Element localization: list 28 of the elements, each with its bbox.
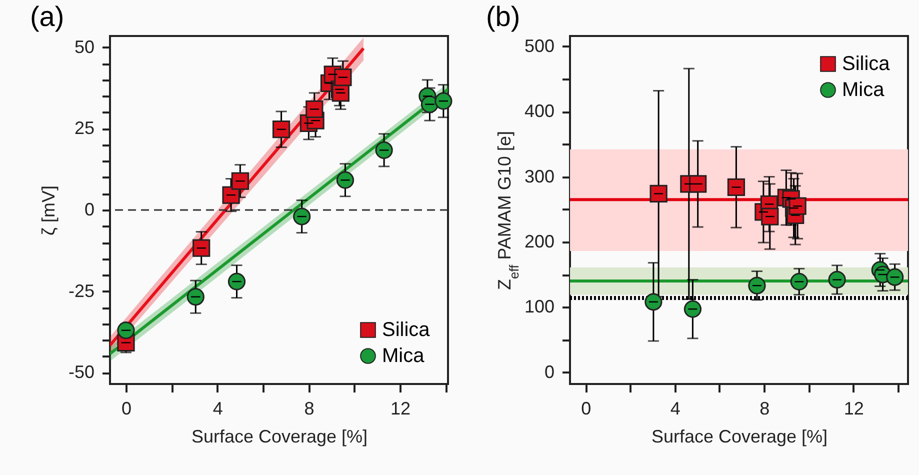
- x-tick-label: 4: [212, 398, 223, 418]
- chart-title: (a): [30, 1, 64, 32]
- legend-label: Mica: [382, 345, 426, 367]
- legend-label: Silica: [382, 319, 431, 341]
- x-axis-title: Surface Coverage [%]: [651, 426, 828, 446]
- x-tick-label: 4: [670, 398, 680, 418]
- y-tick-label: 100: [524, 296, 554, 317]
- x-tick-label: 0: [121, 398, 132, 418]
- x-axis-title: Surface Coverage [%]: [191, 426, 368, 446]
- x-tick-label: 12: [390, 398, 411, 418]
- legend-label: Silica: [842, 53, 891, 75]
- y-tick-label: 0: [544, 362, 554, 382]
- y-axis-title: ζ [mV]: [38, 186, 58, 236]
- y-tick-label: 25: [74, 118, 94, 138]
- y-tick-label: 500: [524, 36, 554, 56]
- y-tick-label: 0: [84, 200, 94, 220]
- x-tick-label: 8: [760, 398, 770, 418]
- y-tick-label: 50: [74, 36, 94, 57]
- y-tick-label: -50: [68, 362, 94, 382]
- y-tick-label: 400: [524, 101, 554, 122]
- y-tick-label: -25: [68, 280, 94, 301]
- chart-title: (b): [486, 1, 520, 32]
- legend-label: Mica: [842, 79, 886, 101]
- x-tick-label: 12: [844, 398, 864, 418]
- x-tick-label: 0: [581, 398, 592, 418]
- x-tick-label: 8: [304, 398, 314, 418]
- y-tick-label: 300: [524, 166, 554, 186]
- y-tick-label: 200: [524, 231, 554, 252]
